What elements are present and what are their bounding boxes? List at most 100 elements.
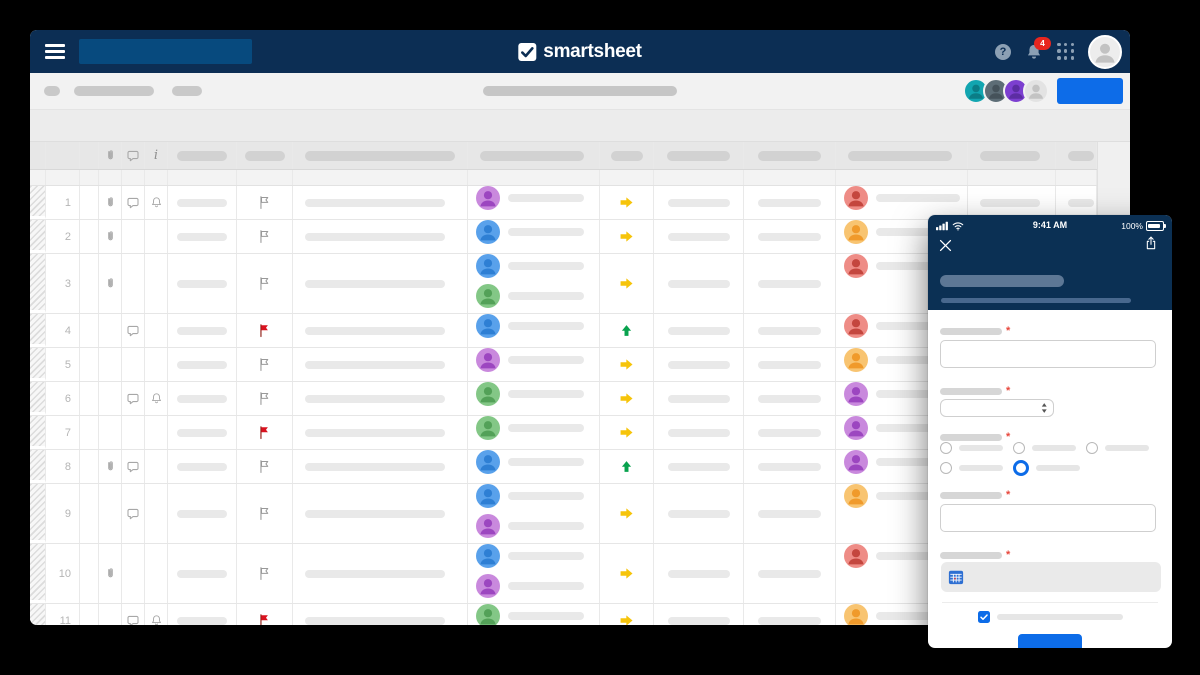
contact-cell[interactable]: [836, 450, 968, 483]
comment-cell[interactable]: [122, 314, 145, 347]
text-cell[interactable]: [744, 382, 836, 415]
contact-cell[interactable]: [836, 604, 968, 625]
contact-cell[interactable]: [836, 186, 968, 219]
comment-cell[interactable]: [122, 484, 145, 543]
attachment-cell[interactable]: [99, 484, 122, 543]
info-column-header[interactable]: i: [145, 142, 168, 169]
flag-cell[interactable]: [237, 416, 293, 449]
text-cell[interactable]: [168, 314, 237, 347]
row-number[interactable]: 11: [46, 604, 80, 625]
checkbox-checked[interactable]: [978, 611, 990, 623]
attachment-cell[interactable]: [99, 382, 122, 415]
reminder-cell[interactable]: [145, 254, 168, 313]
text-cell[interactable]: [168, 382, 237, 415]
user-avatar[interactable]: [1088, 34, 1122, 69]
attachment-cell[interactable]: [99, 254, 122, 313]
text-cell[interactable]: [744, 450, 836, 483]
flag-cell[interactable]: [237, 314, 293, 347]
text-cell[interactable]: [293, 450, 468, 483]
column-header[interactable]: [744, 142, 836, 169]
status-cell[interactable]: [600, 382, 654, 415]
text-cell[interactable]: [293, 186, 468, 219]
text-cell[interactable]: [168, 450, 237, 483]
row-number[interactable]: 9: [46, 484, 80, 543]
text-input[interactable]: [940, 504, 1156, 532]
flag-cell[interactable]: [237, 450, 293, 483]
table-row[interactable]: 1: [30, 186, 1097, 220]
radio-button[interactable]: [1086, 442, 1098, 454]
comment-cell[interactable]: [122, 416, 145, 449]
radio-button[interactable]: [1013, 442, 1025, 454]
text-cell[interactable]: [744, 416, 836, 449]
row-number[interactable]: 6: [46, 382, 80, 415]
text-cell[interactable]: [168, 544, 237, 603]
status-cell[interactable]: [600, 186, 654, 219]
attachment-cell[interactable]: [99, 544, 122, 603]
attachment-cell[interactable]: [99, 220, 122, 253]
flag-cell[interactable]: [237, 254, 293, 313]
text-cell[interactable]: [744, 254, 836, 313]
status-cell[interactable]: [600, 604, 654, 625]
flag-cell[interactable]: [237, 604, 293, 625]
reminder-cell[interactable]: [145, 314, 168, 347]
text-cell[interactable]: [968, 186, 1056, 219]
status-cell[interactable]: [600, 450, 654, 483]
text-cell[interactable]: [168, 416, 237, 449]
text-cell[interactable]: [744, 186, 836, 219]
comment-cell[interactable]: [122, 604, 145, 625]
comment-cell[interactable]: [122, 382, 145, 415]
close-icon[interactable]: [937, 237, 954, 259]
text-cell[interactable]: [293, 254, 468, 313]
assignee-cell[interactable]: [468, 382, 600, 415]
reminder-cell[interactable]: [145, 348, 168, 381]
column-header[interactable]: [836, 142, 968, 169]
attachment-cell[interactable]: [99, 314, 122, 347]
status-cell[interactable]: [600, 220, 654, 253]
contact-cell[interactable]: [836, 416, 968, 449]
select-dropdown[interactable]: [940, 399, 1054, 417]
text-cell[interactable]: [168, 254, 237, 313]
row-number[interactable]: 10: [46, 544, 80, 603]
text-cell[interactable]: [168, 220, 237, 253]
status-cell[interactable]: [600, 416, 654, 449]
text-cell[interactable]: [744, 484, 836, 543]
reminder-cell[interactable]: [145, 604, 168, 625]
table-row[interactable]: 2: [30, 220, 1097, 254]
assignee-cell[interactable]: [468, 544, 600, 603]
row-drag-handle[interactable]: [30, 416, 46, 449]
table-row[interactable]: 6: [30, 382, 1097, 416]
share-icon[interactable]: [1143, 234, 1159, 257]
text-cell[interactable]: [654, 416, 744, 449]
text-cell[interactable]: [654, 484, 744, 543]
row-number[interactable]: 1: [46, 186, 80, 219]
assignee-cell[interactable]: [468, 484, 600, 543]
assignee-cell[interactable]: [468, 450, 600, 483]
text-input[interactable]: [940, 340, 1156, 368]
comments-column-header[interactable]: [122, 142, 145, 169]
contact-cell[interactable]: [836, 484, 968, 543]
reminder-cell[interactable]: [145, 416, 168, 449]
date-input[interactable]: [941, 562, 1161, 592]
reminder-cell[interactable]: [145, 450, 168, 483]
text-cell[interactable]: [744, 314, 836, 347]
table-row[interactable]: 8: [30, 450, 1097, 484]
flag-cell[interactable]: [237, 220, 293, 253]
row-drag-handle[interactable]: [30, 348, 46, 381]
status-cell[interactable]: [600, 484, 654, 543]
comment-cell[interactable]: [122, 544, 145, 603]
reminder-cell[interactable]: [145, 382, 168, 415]
reminder-cell[interactable]: [145, 484, 168, 543]
column-header[interactable]: [654, 142, 744, 169]
flag-cell[interactable]: [237, 382, 293, 415]
row-number[interactable]: 5: [46, 348, 80, 381]
submit-button[interactable]: [1018, 634, 1082, 648]
column-header[interactable]: [168, 142, 237, 169]
column-header[interactable]: [1056, 142, 1097, 169]
toolbar-action-placeholder[interactable]: [74, 86, 154, 96]
row-drag-handle[interactable]: [30, 254, 46, 313]
flag-cell[interactable]: [237, 484, 293, 543]
attachment-cell[interactable]: [99, 450, 122, 483]
table-row[interactable]: 9: [30, 484, 1097, 544]
assignee-cell[interactable]: [468, 348, 600, 381]
comment-cell[interactable]: [122, 254, 145, 313]
